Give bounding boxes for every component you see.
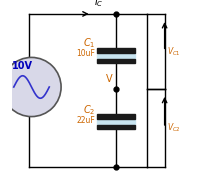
Circle shape (2, 57, 61, 117)
Bar (97, 125, 135, 129)
Text: $V_{C1}$: $V_{C1}$ (167, 45, 181, 58)
Text: $V_{C2}$: $V_{C2}$ (167, 122, 181, 134)
Text: 22uF: 22uF (76, 116, 95, 125)
Text: $C_2$: $C_2$ (83, 103, 95, 117)
Text: 10uF: 10uF (76, 49, 95, 58)
Bar (97, 114, 135, 119)
Bar (97, 53, 135, 59)
Text: $C_1$: $C_1$ (83, 37, 95, 50)
Bar (97, 119, 135, 125)
Text: V: V (106, 74, 112, 84)
Text: 10V: 10V (12, 61, 33, 71)
Bar (97, 59, 135, 63)
Bar (97, 48, 135, 53)
Text: $I_C$: $I_C$ (94, 0, 103, 9)
